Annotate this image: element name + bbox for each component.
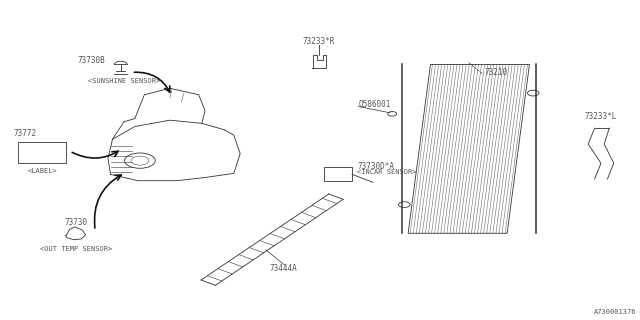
Text: <SUNSHINE SENSOR>: <SUNSHINE SENSOR> <box>88 78 160 84</box>
Text: A730001376: A730001376 <box>594 308 636 315</box>
Circle shape <box>399 202 410 207</box>
Text: 73444A: 73444A <box>269 264 298 274</box>
Bar <box>324 167 352 181</box>
Bar <box>18 141 67 163</box>
Text: 73730: 73730 <box>65 218 88 227</box>
Text: 73730D*A: 73730D*A <box>357 162 394 171</box>
Text: 73233*L: 73233*L <box>585 113 617 122</box>
Text: Q586001: Q586001 <box>358 100 390 109</box>
Text: <OUT TEMP SENSOR>: <OUT TEMP SENSOR> <box>40 245 112 252</box>
Text: <INCAR SENSOR>: <INCAR SENSOR> <box>357 169 417 175</box>
Text: 73210: 73210 <box>484 68 508 77</box>
Circle shape <box>527 90 539 96</box>
Text: 73772: 73772 <box>13 129 36 138</box>
Text: 73233*R: 73233*R <box>303 37 335 46</box>
Text: <LABEL>: <LABEL> <box>28 167 57 173</box>
Text: 73730B: 73730B <box>77 56 105 65</box>
